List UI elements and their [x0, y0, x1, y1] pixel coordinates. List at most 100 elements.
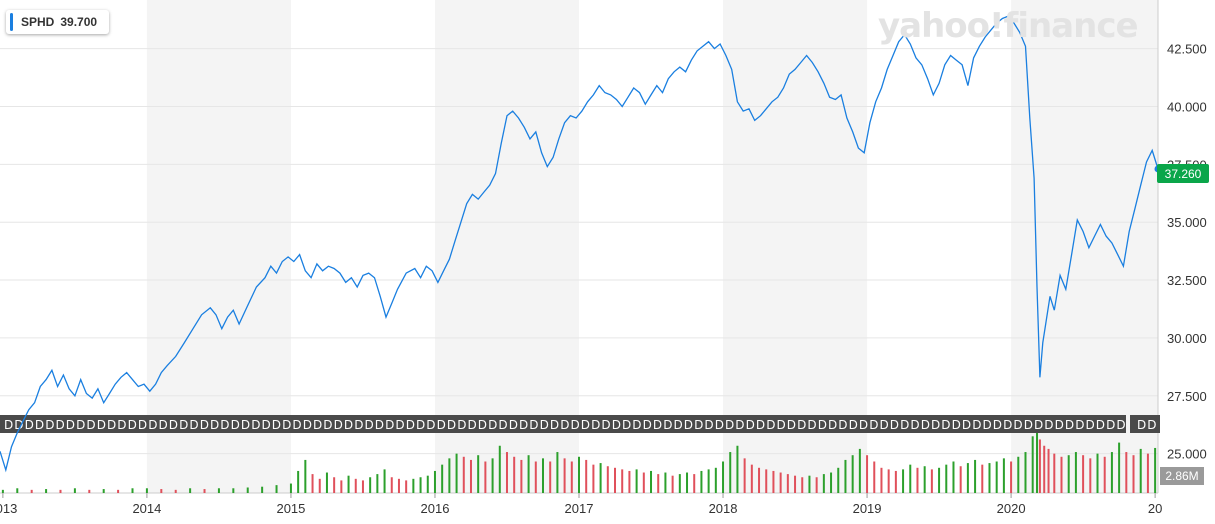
dividend-marker[interactable]: D	[612, 418, 621, 432]
dividend-marker[interactable]: D	[910, 418, 919, 432]
dividend-marker[interactable]: D	[148, 418, 157, 432]
dividend-marker[interactable]: D	[488, 418, 497, 432]
dividend-marker[interactable]: D	[725, 418, 734, 432]
dividend-marker[interactable]: D	[1034, 418, 1043, 432]
dividend-marker[interactable]: D	[540, 418, 549, 432]
dividend-marker[interactable]: D	[426, 418, 435, 432]
dividend-marker[interactable]: D	[220, 418, 229, 432]
dividend-marker[interactable]: D	[365, 418, 374, 432]
dividend-marker[interactable]: D	[550, 418, 559, 432]
dividend-marker[interactable]: D	[838, 418, 847, 432]
dividend-marker[interactable]: D	[334, 418, 343, 432]
dividend-marker[interactable]: D	[715, 418, 724, 432]
dividend-marker[interactable]: D	[972, 418, 981, 432]
dividend-marker[interactable]: D	[303, 418, 312, 432]
dividend-marker[interactable]: D	[262, 418, 271, 432]
dividend-marker[interactable]: D	[890, 418, 899, 432]
dividend-marker[interactable]: D	[1044, 418, 1053, 432]
dividend-marker[interactable]: D	[560, 418, 569, 432]
dividend-marker[interactable]: D	[231, 418, 240, 432]
dividend-marker[interactable]: D	[200, 418, 209, 432]
dividend-marker[interactable]: D	[509, 418, 518, 432]
dividend-marker[interactable]: D	[35, 418, 44, 432]
dividend-marker[interactable]: D	[375, 418, 384, 432]
dividend-marker[interactable]: D	[14, 418, 23, 432]
dividend-marker[interactable]: D	[344, 418, 353, 432]
dividend-marker[interactable]: D	[921, 418, 930, 432]
dividend-marker[interactable]: D	[86, 418, 95, 432]
dividend-marker[interactable]: D	[406, 418, 415, 432]
dividend-marker[interactable]: D	[529, 418, 538, 432]
dividend-marker[interactable]: D	[251, 418, 260, 432]
dividend-marker[interactable]: D	[674, 418, 683, 432]
dividend-marker[interactable]: D	[653, 418, 662, 432]
dividend-marker[interactable]: D	[941, 418, 950, 432]
dividend-marker[interactable]: D	[797, 418, 806, 432]
dividend-marker[interactable]: D	[1003, 418, 1012, 432]
dividend-marker[interactable]: D	[25, 418, 34, 432]
dividend-marker[interactable]: D	[581, 418, 590, 432]
dividend-marker[interactable]: D	[468, 418, 477, 432]
dividend-marker[interactable]: D	[859, 418, 868, 432]
dividend-marker[interactable]: D	[952, 418, 961, 432]
dividend-marker[interactable]: D	[880, 418, 889, 432]
dividend-marker[interactable]: D	[962, 418, 971, 432]
dividend-marker[interactable]: D	[900, 418, 909, 432]
dividend-marker[interactable]: D	[97, 418, 106, 432]
dividend-marker[interactable]: D	[76, 418, 85, 432]
dividend-marker[interactable]: D	[1147, 418, 1156, 432]
dividend-marker[interactable]: D	[1137, 418, 1146, 432]
dividend-marker[interactable]: D	[292, 418, 301, 432]
dividend-marker[interactable]: D	[601, 418, 610, 432]
dividend-marker[interactable]: D	[416, 418, 425, 432]
dividend-marker[interactable]: D	[1055, 418, 1064, 432]
dividend-marker[interactable]: D	[282, 418, 291, 432]
dividend-marker[interactable]: D	[1024, 418, 1033, 432]
dividend-marker[interactable]: D	[694, 418, 703, 432]
dividend-marker[interactable]: D	[478, 418, 487, 432]
dividend-marker[interactable]: D	[519, 418, 528, 432]
dividend-marker[interactable]: D	[849, 418, 858, 432]
dividend-marker[interactable]: D	[746, 418, 755, 432]
dividend-marker[interactable]: D	[632, 418, 641, 432]
dividend-marker[interactable]: D	[4, 418, 13, 432]
dividend-marker[interactable]: D	[1086, 418, 1095, 432]
dividend-marker[interactable]: D	[107, 418, 116, 432]
dividend-marker[interactable]: D	[498, 418, 507, 432]
dividend-marker[interactable]: D	[704, 418, 713, 432]
dividend-marker[interactable]: D	[1116, 418, 1125, 432]
dividend-marker[interactable]: D	[869, 418, 878, 432]
dividend-marker[interactable]: D	[272, 418, 281, 432]
dividend-marker[interactable]: D	[457, 418, 466, 432]
dividend-marker[interactable]: D	[787, 418, 796, 432]
dividend-marker[interactable]: D	[643, 418, 652, 432]
dividend-marker[interactable]: D	[735, 418, 744, 432]
dividend-marker[interactable]: D	[189, 418, 198, 432]
dividend-marker[interactable]: D	[159, 418, 168, 432]
dividend-marker[interactable]: D	[169, 418, 178, 432]
dividend-marker[interactable]: D	[993, 418, 1002, 432]
dividend-marker[interactable]: D	[117, 418, 126, 432]
dividend-marker[interactable]: D	[354, 418, 363, 432]
dividend-marker[interactable]: D	[684, 418, 693, 432]
dividend-marker[interactable]: D	[210, 418, 219, 432]
dividend-marker[interactable]: D	[1065, 418, 1074, 432]
dividend-marker[interactable]: D	[983, 418, 992, 432]
dividend-marker[interactable]: D	[818, 418, 827, 432]
dividend-marker[interactable]: D	[128, 418, 137, 432]
dividend-marker[interactable]: D	[241, 418, 250, 432]
dividend-marker[interactable]: D	[179, 418, 188, 432]
dividend-marker[interactable]: D	[385, 418, 394, 432]
dividend-marker[interactable]: D	[571, 418, 580, 432]
dividend-marker[interactable]: D	[66, 418, 75, 432]
dividend-marker[interactable]: D	[807, 418, 816, 432]
dividend-marker[interactable]: D	[1096, 418, 1105, 432]
dividend-marker[interactable]: D	[313, 418, 322, 432]
dividend-marker[interactable]: D	[138, 418, 147, 432]
dividend-marker[interactable]: D	[1013, 418, 1022, 432]
dividend-marker[interactable]: D	[766, 418, 775, 432]
dividend-marker[interactable]: D	[663, 418, 672, 432]
ticker-badge[interactable]: SPHD 39.700	[6, 10, 110, 34]
dividend-marker[interactable]: D	[45, 418, 54, 432]
